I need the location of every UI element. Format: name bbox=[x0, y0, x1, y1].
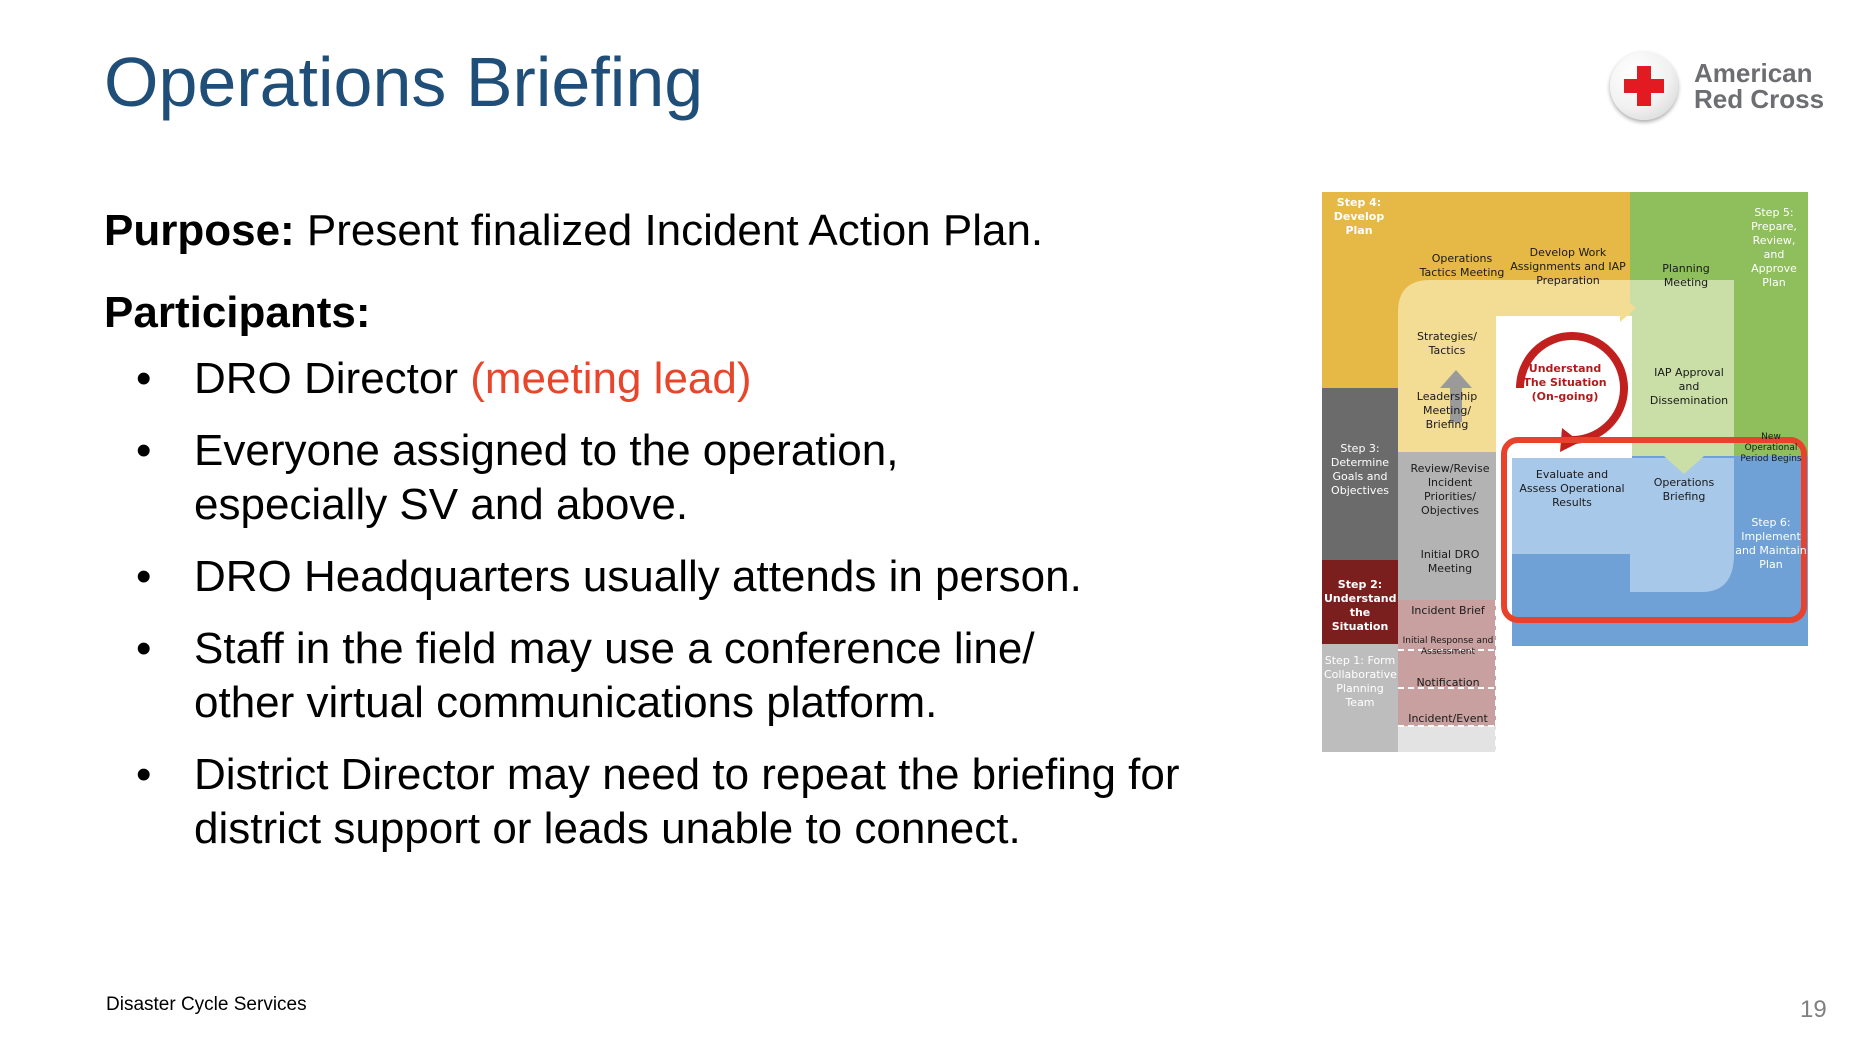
bullet-icon: • bbox=[136, 552, 152, 601]
bullet-text: District Director may need to repeat the… bbox=[194, 750, 1180, 853]
incident-brief: Incident Brief bbox=[1411, 604, 1485, 617]
initial-dro-meeting: Initial DRO Meeting bbox=[1420, 548, 1480, 575]
purpose-text: Present finalized Incident Action Plan. bbox=[294, 206, 1044, 255]
notification: Notification bbox=[1416, 676, 1480, 689]
page-number: 19 bbox=[1800, 996, 1827, 1023]
step-6-label: Step 6: Implement and Maintain Plan bbox=[1735, 516, 1807, 571]
purpose-paragraph: Purpose: Present finalized Incident Acti… bbox=[104, 204, 1224, 258]
step-5-label: Step 5: Prepare, Review, and Approve Pla… bbox=[1751, 206, 1797, 289]
bullet-icon: • bbox=[136, 354, 152, 403]
participants-list: • DRO Director (meeting lead) • Everyone a… bbox=[104, 352, 1224, 856]
incident-event: Incident/Event bbox=[1408, 712, 1488, 725]
bullet-text: DRO Director bbox=[194, 354, 471, 403]
planning-cycle-graphic bbox=[1322, 192, 1808, 752]
list-item: • DRO Director (meeting lead) bbox=[104, 352, 1224, 406]
step-1-label: Step 1: Form Collaborative Planning Team bbox=[1324, 654, 1397, 709]
ops-tactics-meeting: Operations Tactics Meeting bbox=[1419, 252, 1505, 279]
bullet-text: DRO Headquarters usually attends in pers… bbox=[194, 552, 1082, 601]
iap-approval: IAP Approval and Dissemination bbox=[1649, 366, 1729, 407]
participants-label: Participants: bbox=[104, 288, 371, 337]
review-revise-priorities: Review/Revise Incident Priorities/ Objec… bbox=[1410, 462, 1490, 517]
strategies-tactics: Strategies/ Tactics bbox=[1417, 330, 1477, 357]
new-operational-period: New Operational Period Begins bbox=[1740, 432, 1802, 464]
footer-text: Disaster Cycle Services bbox=[106, 994, 307, 1015]
evaluate-assess-results: Evaluate and Assess Operational Results bbox=[1519, 468, 1625, 509]
understand-situation: Understand The Situation (On-going) bbox=[1523, 362, 1607, 403]
operations-briefing-box: Operations Briefing bbox=[1653, 476, 1715, 503]
planning-cycle-diagram: Step 4: Develop Plan Step 5: Prepare, Re… bbox=[1322, 192, 1808, 752]
red-cross-logo: American Red Cross bbox=[1610, 52, 1830, 126]
bullet-text: Everyone assigned to the operation, espe… bbox=[194, 426, 899, 529]
step-4-label: Step 4: Develop Plan bbox=[1333, 196, 1385, 237]
step-2-label: Step 2: Understand the Situation bbox=[1324, 578, 1397, 633]
planning-meeting: Planning Meeting bbox=[1662, 262, 1710, 289]
participants-heading: Participants: bbox=[104, 286, 1224, 340]
list-item: • District Director may need to repeat th… bbox=[104, 748, 1294, 856]
leadership-meeting: Leadership Meeting/ Briefing bbox=[1416, 390, 1478, 431]
list-item: • Staff in the field may use a conference… bbox=[104, 622, 1074, 730]
initial-response-assessment: Initial Response and Assessment bbox=[1402, 636, 1494, 657]
bullet-icon: • bbox=[136, 750, 152, 799]
list-item: • DRO Headquarters usually attends in per… bbox=[104, 550, 1224, 604]
slide-title: Operations Briefing bbox=[104, 43, 704, 121]
slide-body: Purpose: Present finalized Incident Acti… bbox=[104, 204, 1224, 874]
bullet-text: Staff in the field may use a conference … bbox=[194, 624, 1035, 727]
meeting-lead-highlight: (meeting lead) bbox=[470, 354, 752, 403]
develop-work-assignments: Develop Work Assignments and IAP Prepara… bbox=[1510, 246, 1626, 287]
red-cross-icon bbox=[1610, 52, 1678, 120]
logo-text: American Red Cross bbox=[1694, 60, 1824, 112]
logo-line-1: American bbox=[1694, 58, 1813, 88]
bullet-icon: • bbox=[136, 624, 152, 673]
logo-line-2: Red Cross bbox=[1694, 84, 1825, 114]
step-3-label: Step 3: Determine Goals and Objectives bbox=[1330, 442, 1390, 497]
bullet-icon: • bbox=[136, 426, 152, 475]
purpose-label: Purpose: bbox=[104, 206, 295, 255]
list-item: • Everyone assigned to the operation, esp… bbox=[104, 424, 1094, 532]
